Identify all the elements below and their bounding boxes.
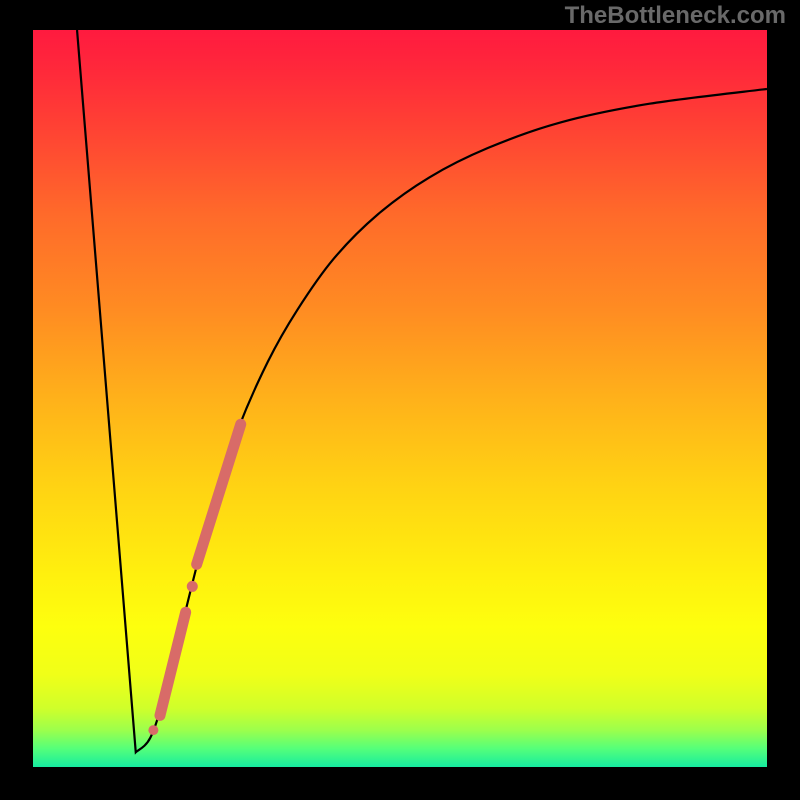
attribution-text: TheBottleneck.com [565,2,786,30]
frame-left [0,0,33,800]
frame-bottom [0,767,800,800]
plot-svg [33,30,767,767]
highlight-dot-0 [148,725,158,735]
frame-right [767,0,800,800]
gradient-background [33,30,767,767]
highlight-dot-1 [187,581,198,592]
